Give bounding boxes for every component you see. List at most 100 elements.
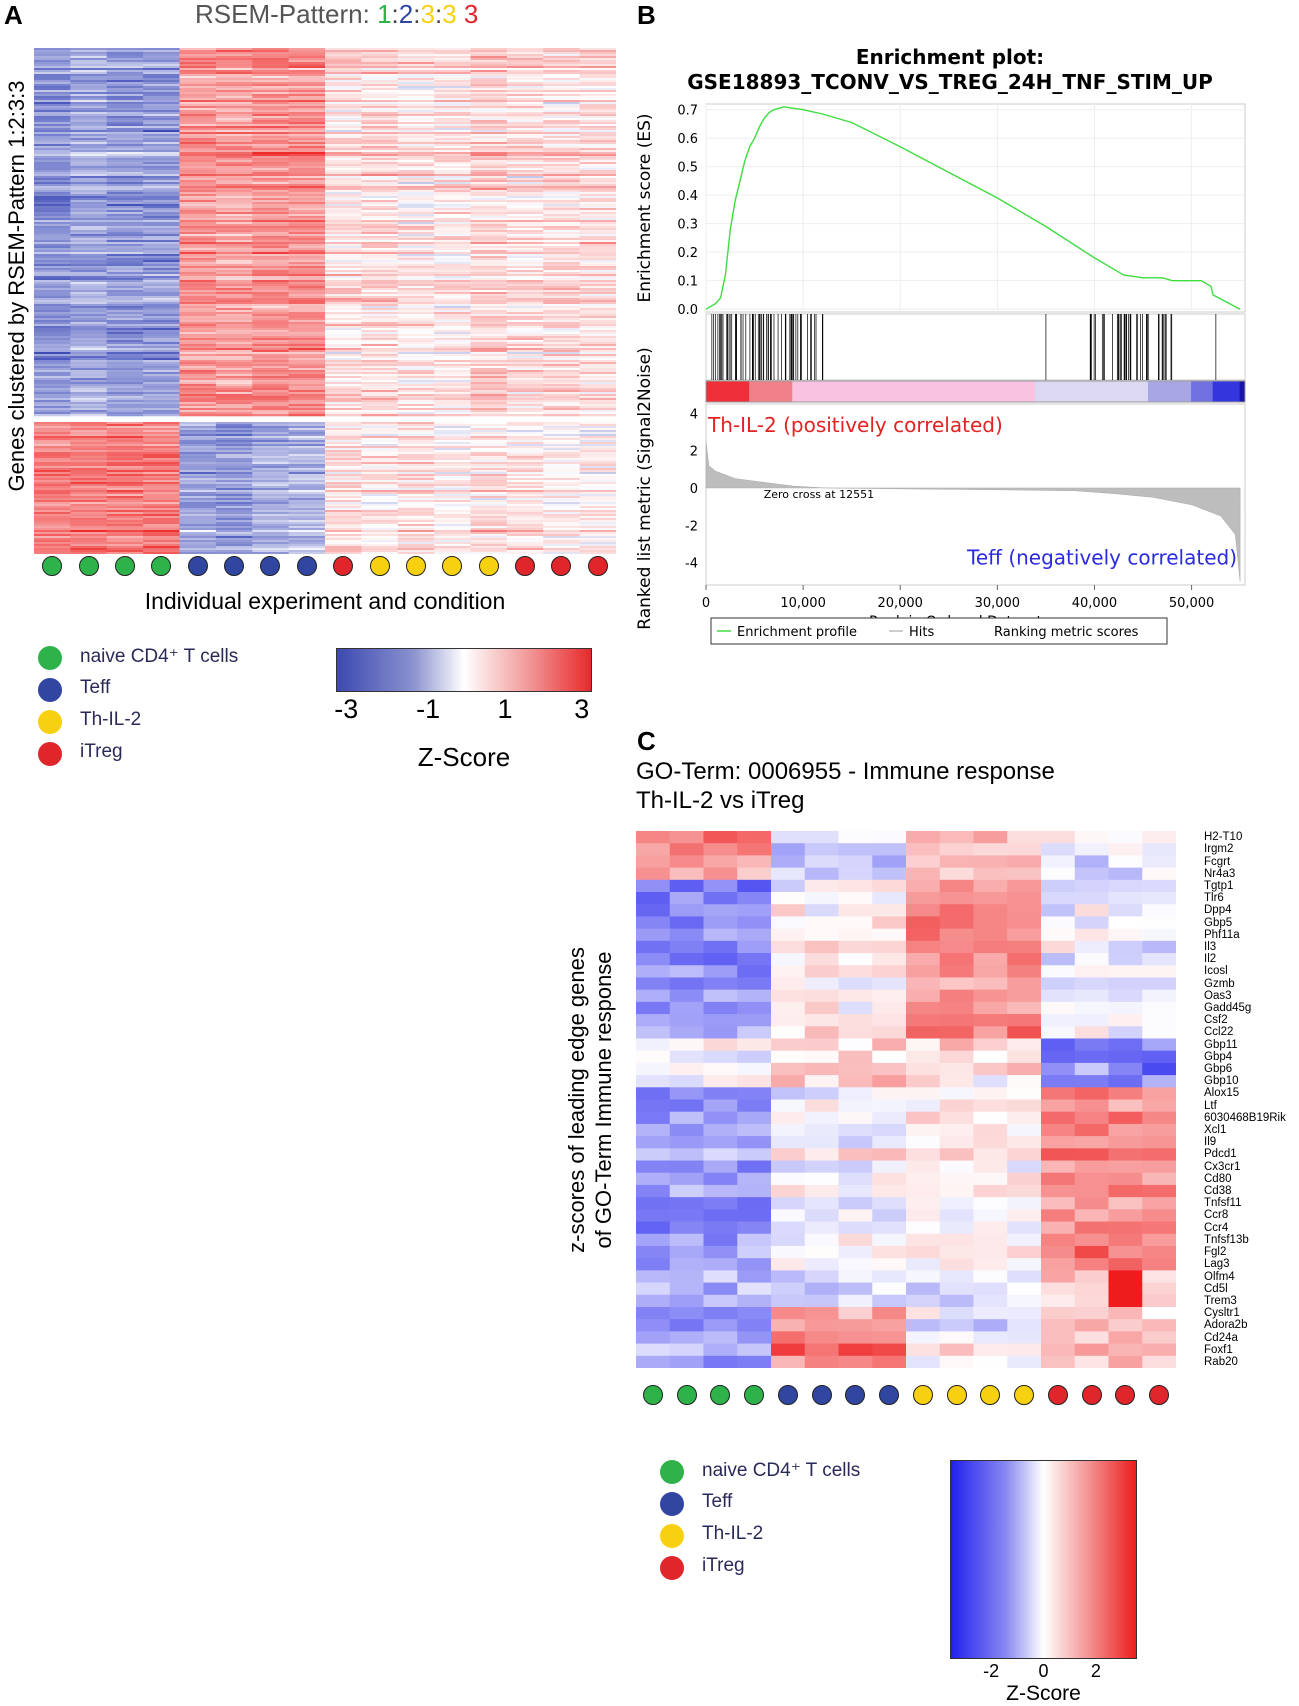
heatmap-c-cell bbox=[1007, 1246, 1041, 1259]
heatmap-a-cell bbox=[143, 410, 180, 412]
heatmap-a-cell bbox=[543, 214, 580, 216]
heatmap-a-cell bbox=[143, 358, 180, 360]
heatmap-a-cell bbox=[507, 492, 544, 494]
heatmap-a-cell bbox=[580, 52, 616, 54]
heatmap-c-cell bbox=[1007, 1295, 1041, 1308]
heatmap-a-cell bbox=[543, 338, 580, 340]
heatmap-a-cell bbox=[507, 168, 544, 170]
es-y-tick: 0.7 bbox=[677, 104, 698, 119]
heatmap-a-cell bbox=[434, 320, 471, 322]
heatmap-a-cell bbox=[507, 200, 544, 202]
heatmap-a-cell bbox=[70, 404, 107, 406]
heatmap-a-cell bbox=[434, 550, 471, 552]
heatmap-a-cell bbox=[252, 468, 289, 470]
heatmap-a-cell bbox=[289, 486, 326, 488]
heatmap-a-cell bbox=[580, 342, 616, 344]
heatmap-a-cell bbox=[507, 238, 544, 240]
gene-label: Csf2 bbox=[1204, 1014, 1228, 1026]
heatmap-a-cell bbox=[289, 142, 326, 144]
heatmap-a-cell bbox=[398, 492, 435, 494]
heatmap-a-cell bbox=[361, 90, 398, 92]
heatmap-a-cell bbox=[398, 428, 435, 430]
heatmap-a-cell bbox=[471, 146, 508, 148]
heatmap-a-cell bbox=[471, 258, 508, 260]
heatmap-a-cell bbox=[580, 184, 616, 186]
heatmap-a-cell bbox=[107, 96, 144, 98]
heatmap-c-cell bbox=[974, 1038, 1008, 1051]
heatmap-a-cell bbox=[107, 356, 144, 358]
heatmap-a-cell bbox=[34, 238, 71, 240]
heatmap-c-cell bbox=[974, 941, 1008, 954]
heatmap-a-cell bbox=[361, 430, 398, 432]
heatmap-a-cell bbox=[434, 532, 471, 534]
heatmap-a-cell bbox=[289, 456, 326, 458]
heatmap-c-cell bbox=[737, 1258, 771, 1271]
heatmap-a-cell bbox=[180, 340, 217, 342]
heatmap-a-cell bbox=[34, 170, 71, 172]
heatmap-a-cell bbox=[34, 198, 71, 200]
heatmap-a-cell bbox=[361, 224, 398, 226]
heatmap-a-cell bbox=[580, 262, 616, 264]
heatmap-c-cell bbox=[771, 1051, 805, 1064]
heatmap-a-cell bbox=[143, 386, 180, 388]
heatmap-a-cell bbox=[252, 286, 289, 288]
heatmap-c-cell bbox=[872, 855, 906, 868]
heatmap-c-cell bbox=[704, 1100, 738, 1113]
heatmap-a-cell bbox=[180, 388, 217, 390]
heatmap-a-cell bbox=[398, 316, 435, 318]
heatmap-a-cell bbox=[361, 520, 398, 522]
heatmap-a-cell bbox=[361, 490, 398, 492]
heatmap-a-cell bbox=[70, 316, 107, 318]
heatmap-a-cell bbox=[471, 498, 508, 500]
heatmap-a-cell bbox=[180, 182, 217, 184]
heatmap-a-cell bbox=[252, 470, 289, 472]
heatmap-a-cell bbox=[70, 86, 107, 88]
heatmap-a-cell bbox=[34, 272, 71, 274]
gene-label: Pdcd1 bbox=[1204, 1148, 1237, 1160]
heatmap-c-cell bbox=[771, 1295, 805, 1308]
heatmap-a-cell bbox=[434, 488, 471, 490]
heatmap-a-cell bbox=[543, 436, 580, 438]
heatmap-c-cell bbox=[1109, 1222, 1143, 1235]
heatmap-a-cell bbox=[70, 284, 107, 286]
heatmap-a-cell bbox=[107, 236, 144, 238]
heatmap-a-cell bbox=[361, 206, 398, 208]
heatmap-a-cell bbox=[543, 240, 580, 242]
heatmap-a-cell bbox=[252, 188, 289, 190]
heatmap-a-cell bbox=[107, 80, 144, 82]
heatmap-c-cell bbox=[940, 1002, 974, 1015]
heatmap-a-cell bbox=[361, 278, 398, 280]
heatmap-a-cell bbox=[361, 168, 398, 170]
heatmap-a-cell bbox=[325, 446, 362, 448]
heatmap-a-cell bbox=[543, 362, 580, 364]
heatmap-a-cell bbox=[325, 544, 362, 546]
heatmap-a-cell bbox=[507, 224, 544, 226]
heatmap-c-cell bbox=[704, 1258, 738, 1271]
heatmap-a-cell bbox=[252, 64, 289, 66]
heatmap-a-cell bbox=[325, 60, 362, 62]
heatmap-c-cell bbox=[839, 1002, 873, 1015]
heatmap-a-cell bbox=[289, 378, 326, 380]
heatmap-c-cell bbox=[771, 868, 805, 881]
heatmap-a-cell bbox=[361, 292, 398, 294]
heatmap-a-cell bbox=[289, 186, 326, 188]
heatmap-a-cell bbox=[398, 496, 435, 498]
heatmap-a-cell bbox=[361, 62, 398, 64]
heatmap-a-cell bbox=[325, 198, 362, 200]
heatmap-a-cell bbox=[580, 62, 616, 64]
heatmap-a-cell bbox=[507, 448, 544, 450]
heatmap-a-cell bbox=[580, 128, 616, 130]
heatmap-a-cell bbox=[471, 56, 508, 58]
heatmap-a-cell bbox=[34, 480, 71, 482]
heatmap-c-cell bbox=[805, 1148, 839, 1161]
heatmap-a-cell bbox=[398, 504, 435, 506]
heatmap-a-cell bbox=[434, 530, 471, 532]
heatmap-a-cell bbox=[580, 378, 616, 380]
heatmap-a-cell bbox=[434, 518, 471, 520]
heatmap-a-cell bbox=[434, 96, 471, 98]
heatmap-a-cell bbox=[543, 318, 580, 320]
heatmap-a-cell bbox=[361, 540, 398, 542]
heatmap-a-cell bbox=[398, 242, 435, 244]
heatmap-a-cell bbox=[252, 80, 289, 82]
heatmap-a-cell bbox=[325, 160, 362, 162]
